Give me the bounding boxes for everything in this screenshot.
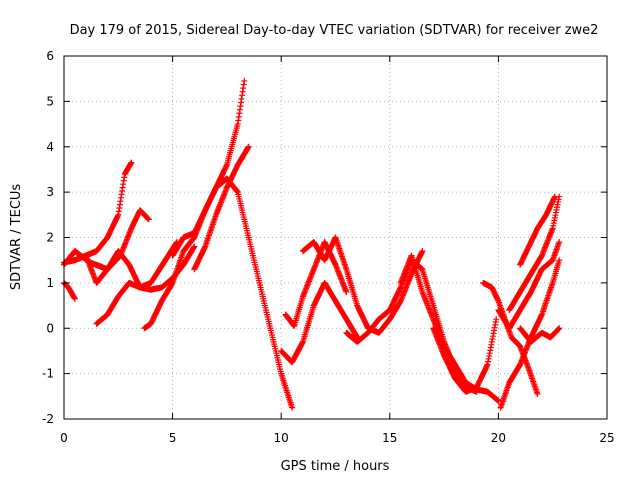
data-point xyxy=(556,239,563,246)
x-tick-label: 0 xyxy=(60,431,68,445)
x-tick-label: 25 xyxy=(599,431,614,445)
y-tick-label: 1 xyxy=(46,276,54,290)
y-tick-label: 2 xyxy=(46,231,54,245)
y-tick-label: 3 xyxy=(46,185,54,199)
data-point xyxy=(241,77,248,84)
y-tick-label: 0 xyxy=(46,321,54,335)
satellite-track-17 xyxy=(495,239,563,332)
data-point xyxy=(343,288,350,295)
satellite-track-7 xyxy=(169,175,296,411)
data-point xyxy=(493,316,500,323)
data-point xyxy=(245,143,252,150)
satellite-track-14 xyxy=(430,316,500,395)
data-point xyxy=(289,404,296,411)
data-point xyxy=(419,248,426,255)
satellite-track-4 xyxy=(82,239,180,291)
y-axis-title: SDTVAR / TECUs xyxy=(9,184,24,291)
satellite-track-19 xyxy=(517,325,563,345)
y-tick-label: 5 xyxy=(46,94,54,108)
x-tick-label: 5 xyxy=(169,431,177,445)
y-tick-label: -1 xyxy=(42,367,54,381)
satellite-track-18 xyxy=(506,193,563,314)
axis-ticks: 0 5 10 15 20 25 -2 -1 0 1 2 3 4 5 6 xyxy=(42,49,615,445)
data-point xyxy=(556,257,563,264)
satellite-track-9 xyxy=(278,279,361,366)
x-tick-label: 15 xyxy=(382,431,397,445)
x-tick-label: 10 xyxy=(274,431,289,445)
y-tick-label: -2 xyxy=(42,412,54,426)
satellite-track-8 xyxy=(191,143,252,273)
x-tick-label: 20 xyxy=(491,431,506,445)
data-point xyxy=(534,391,541,398)
satellite-track-3 xyxy=(61,279,78,302)
x-axis-title: GPS time / hours xyxy=(281,459,390,474)
data-point xyxy=(191,243,198,250)
data-point xyxy=(71,295,78,302)
data-points xyxy=(61,77,563,411)
y-tick-label: 6 xyxy=(46,49,54,63)
grid-lines xyxy=(64,56,607,419)
satellite-track-5 xyxy=(93,243,198,327)
data-point xyxy=(128,159,135,166)
y-tick-label: 4 xyxy=(46,140,54,154)
data-point xyxy=(556,325,563,332)
chart-title: Day 179 of 2015, Sidereal Day-to-day VTE… xyxy=(70,23,599,38)
satellite-track-20 xyxy=(517,193,558,268)
data-point xyxy=(551,193,558,200)
data-point xyxy=(145,216,152,223)
